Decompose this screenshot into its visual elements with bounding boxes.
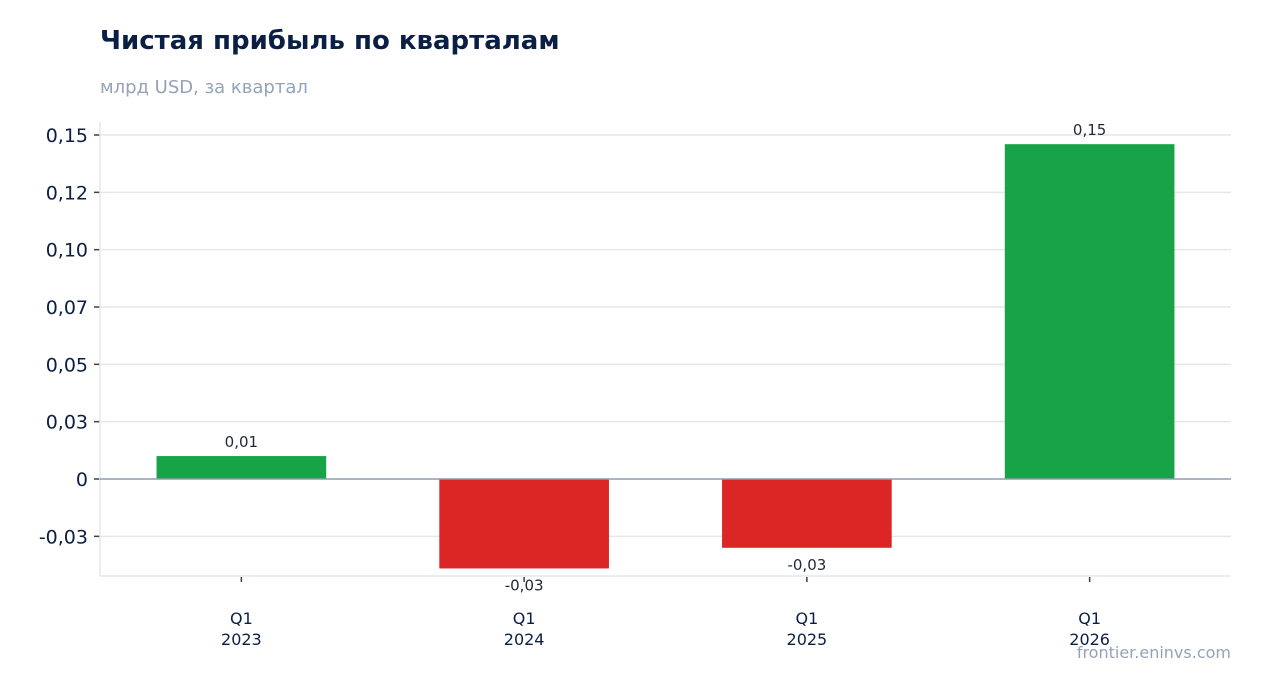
x-tick-label: Q1 — [230, 609, 253, 628]
axes — [94, 122, 1231, 582]
bar — [439, 479, 609, 569]
x-tick-label: Q1 — [513, 609, 536, 628]
labels: 0,15 0,12 0,10 0,07 0,05 0,03 0 -0,03 0,01 Q1 2023… — [39, 121, 1110, 649]
y-tick-label: 0,03 — [46, 412, 88, 434]
x-tick-label: 2025 — [787, 630, 828, 649]
x-tick-label: 2026 — [1069, 630, 1110, 649]
bar — [156, 456, 327, 479]
y-tick-label: 0,12 — [46, 182, 88, 204]
y-tick-label: 0 — [76, 469, 88, 491]
bar — [722, 479, 892, 548]
y-tick-label: 0,15 — [46, 125, 88, 147]
bar — [1004, 144, 1175, 479]
y-tick-label: 0,10 — [46, 240, 88, 262]
data-label: -0,03 — [505, 576, 544, 594]
data-label: 0,15 — [1073, 121, 1106, 139]
source-link[interactable]: frontier.eninvs.com — [1076, 643, 1231, 662]
chart-subtitle: млрд USD, за квартал — [100, 77, 308, 98]
x-tick-label: 2023 — [221, 630, 262, 649]
x-tick-label: Q1 — [795, 609, 818, 628]
x-tick-label: Q1 — [1078, 609, 1101, 628]
x-tick-label: 2024 — [504, 630, 545, 649]
y-tick-label: 0,07 — [46, 297, 88, 319]
bars — [100, 144, 1231, 569]
y-tick-label: 0,05 — [46, 354, 88, 376]
data-label: -0,03 — [787, 556, 826, 574]
data-label: 0,01 — [225, 433, 258, 451]
chart-title: Чистая прибыль по кварталам — [100, 26, 560, 56]
y-tick-label: -0,03 — [39, 526, 88, 548]
